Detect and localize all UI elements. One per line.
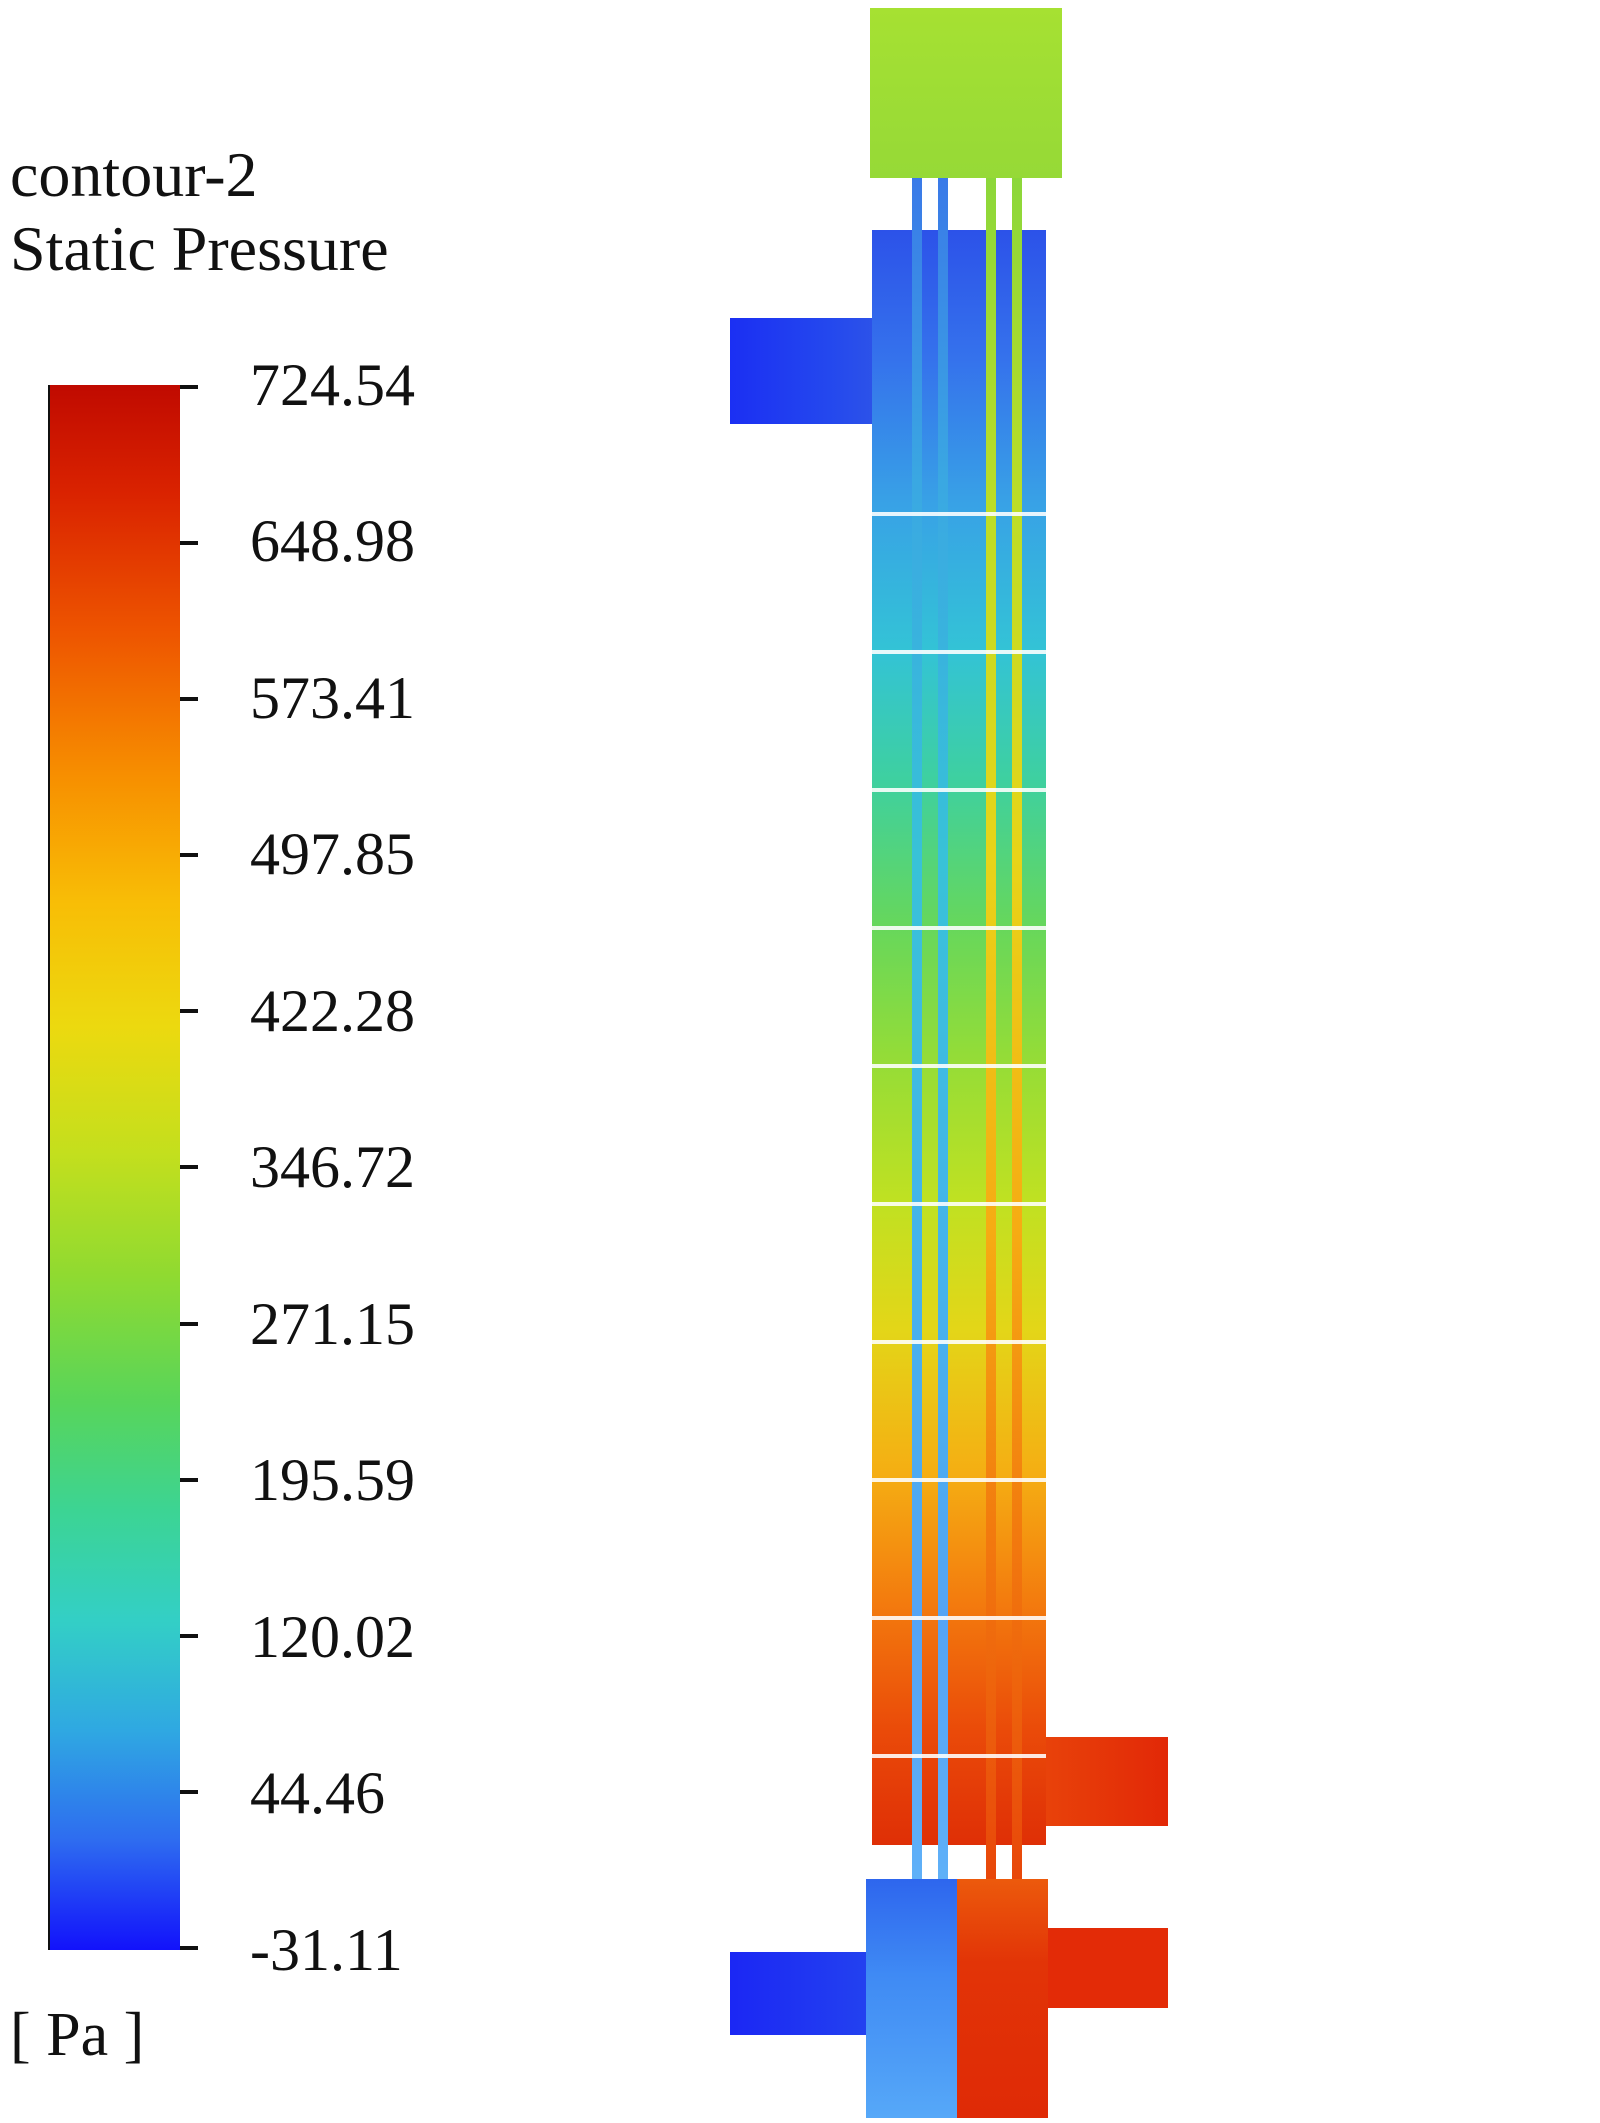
colorbar-tick — [180, 1633, 198, 1638]
bottom-outlet-duct — [1046, 1737, 1168, 1826]
column-separator — [872, 1478, 1046, 1482]
colorbar-tick — [180, 1321, 198, 1326]
legend-unit: [ Pa ] — [10, 2001, 145, 2069]
colorbar-label: 44.46 — [250, 1760, 385, 1826]
colorbar-ticks — [180, 385, 198, 1950]
colorbar-label: 422.28 — [250, 977, 415, 1044]
colorbar — [48, 385, 180, 1950]
colorbar-label: 271.15 — [250, 1290, 415, 1357]
colorbar-tick — [180, 1009, 198, 1014]
column-separator — [872, 788, 1046, 792]
column-separator — [872, 1340, 1046, 1344]
legend-title: contour-2 Static Pressure — [10, 138, 389, 286]
bottom-left-block — [866, 1879, 957, 2118]
column-separator — [872, 1064, 1046, 1068]
colorbar-tick — [180, 697, 198, 702]
column-separator — [872, 1202, 1046, 1206]
bottom-right-pipe — [1048, 1928, 1168, 2008]
tube-1 — [912, 178, 922, 1879]
colorbar-label: 724.54 — [250, 351, 415, 418]
legend-title-line2: Static Pressure — [10, 213, 389, 285]
tube-4 — [1012, 178, 1022, 1879]
colorbar-tick — [180, 541, 198, 546]
colorbar-label: 120.02 — [250, 1603, 415, 1670]
column-separator — [872, 1616, 1046, 1620]
tube-3 — [986, 178, 996, 1879]
colorbar-tick — [180, 1945, 198, 1950]
colorbar-label: 573.41 — [250, 664, 415, 731]
colorbar-tick — [180, 1165, 198, 1170]
bottom-left-pipe — [730, 1952, 866, 2035]
colorbar-label: -31.11 — [250, 1916, 403, 1983]
colorbar-label: 195.59 — [250, 1447, 415, 1513]
colorbar-tick — [180, 1789, 198, 1794]
column-separator — [872, 926, 1046, 930]
colorbar-label: 648.98 — [250, 508, 415, 574]
top-header-block — [870, 8, 1062, 178]
colorbar-tick — [180, 853, 198, 858]
colorbar-label: 346.72 — [250, 1134, 415, 1200]
bottom-right-block — [957, 1879, 1048, 2118]
column-separator — [872, 650, 1046, 654]
legend-title-line1: contour-2 — [10, 139, 258, 210]
colorbar-tick — [180, 1477, 198, 1482]
column-separator — [872, 512, 1046, 516]
top-inlet-duct — [730, 318, 872, 424]
tube-2 — [938, 178, 948, 1879]
colorbar-tick — [180, 385, 198, 389]
colorbar-labels: 724.54 648.98 573.41 497.85 422.28 346.7… — [250, 350, 580, 1985]
colorbar-label: 497.85 — [250, 821, 415, 887]
column-separator — [872, 1754, 1046, 1758]
